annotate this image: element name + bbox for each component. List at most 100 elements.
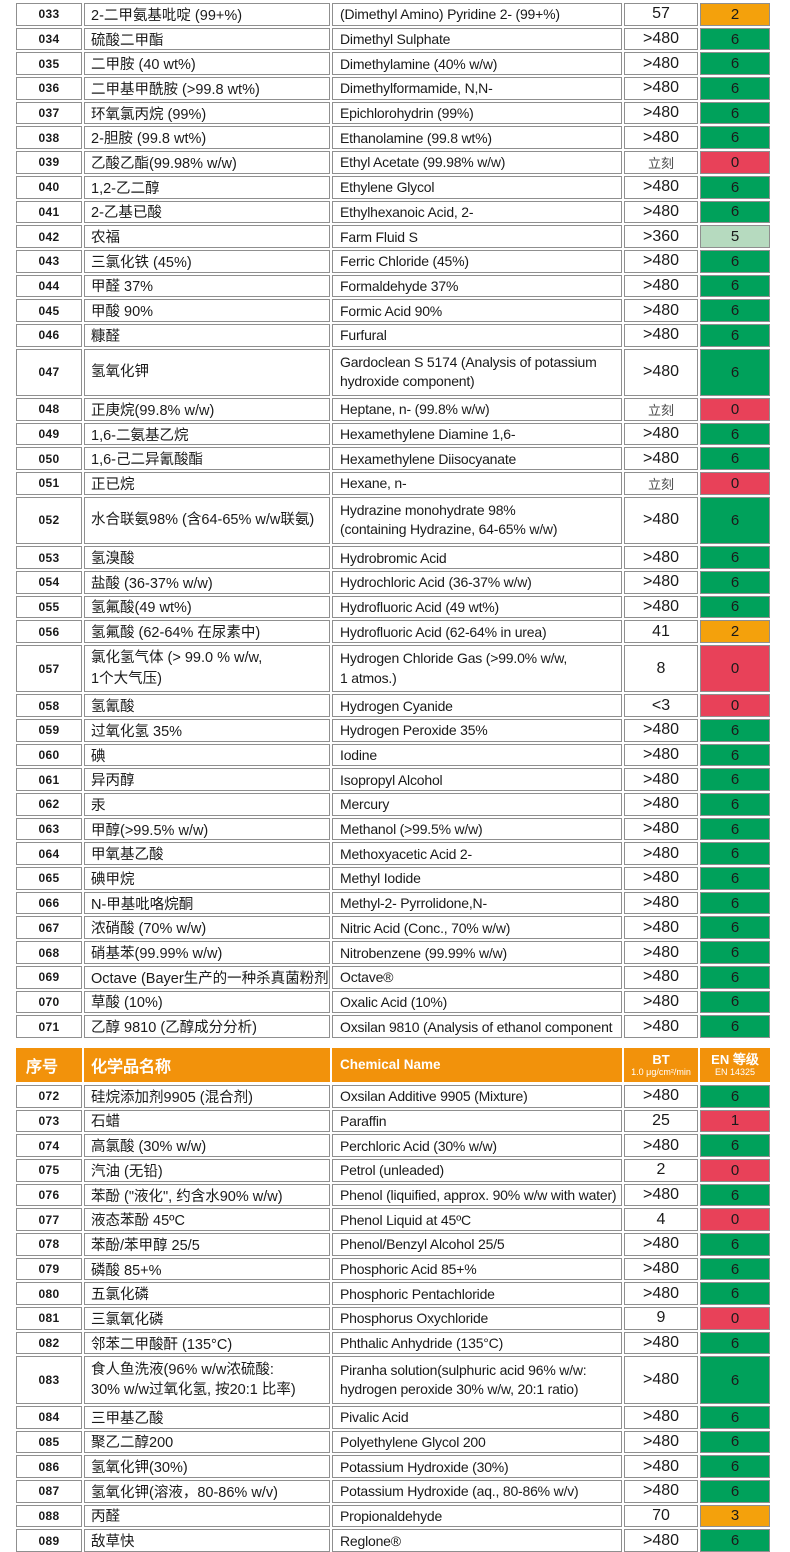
chemical-name-en: Ethylhexanoic Acid, 2- (332, 200, 622, 224)
row-number: 069 (16, 965, 82, 989)
breakthrough-time: >480 (624, 1084, 698, 1108)
chemical-name-cn: 乙醇 9810 (乙醇成分分析) (84, 1015, 330, 1038)
row-number: 063 (16, 817, 82, 841)
en-rating-badge: 6 (700, 916, 770, 940)
en-rating-badge: 6 (700, 126, 770, 150)
table-row: 049 1,6-二氨基乙烷 Hexamethylene Diamine 1,6- >4… (16, 422, 770, 446)
header-chinese-name-col: 化学品名称 (84, 1047, 330, 1082)
chemical-name-cn: 五氯化磷 (84, 1282, 330, 1306)
chemical-name-en: Hydrofluoric Acid (62-64% in urea) (332, 620, 622, 643)
chemical-name-en: Ethylene Glycol (332, 175, 622, 199)
chemical-name-en: Phthalic Anhydride (135°C) (332, 1331, 622, 1355)
chemical-name-en: Formic Acid 90% (332, 299, 622, 322)
chemical-name-cn: 二甲基甲酰胺 (>99.8 wt%) (84, 77, 330, 100)
table-row: 034 硫酸二甲酯 Dimethyl Sulphate >480 6 (16, 27, 770, 51)
breakthrough-time: >480 (624, 793, 698, 816)
breakthrough-time: >480 (624, 718, 698, 742)
table-row: 051 正已烷 Hexane, n- 立刻 0 (16, 472, 770, 495)
breakthrough-time: >480 (624, 990, 698, 1014)
en-rating-badge: 6 (700, 1430, 770, 1454)
chemical-name-en: Methanol (>99.5% w/w) (332, 817, 622, 841)
breakthrough-time: >480 (624, 274, 698, 298)
breakthrough-time: 57 (624, 3, 698, 26)
chemical-name-cn: 甲氧基乙酸 (84, 842, 330, 866)
table-row: 054 盐酸 (36-37% w/w) Hydrochloric Acid (36-… (16, 570, 770, 594)
table-row: 086 氢氧化钾(30%) Potassium Hydroxide (30%) >48… (16, 1455, 770, 1478)
en-rating-badge: 6 (700, 52, 770, 76)
chemical-name-cn: N-甲基吡咯烷酮 (84, 891, 330, 915)
chemical-name-en: Piranha solution(sulphuric acid 96% w/w:… (332, 1356, 622, 1404)
chemical-name-en: Phenol Liquid at 45ºC (332, 1208, 622, 1232)
row-number: 050 (16, 447, 82, 471)
chemical-name-en: Hexane, n- (332, 472, 622, 495)
table-row: 071 乙醇 9810 (乙醇成分分析) Oxsilan 9810 (Analysi… (16, 1015, 770, 1038)
en-rating-badge: 6 (700, 323, 770, 347)
chemical-name-cn: 正已烷 (84, 472, 330, 495)
chemical-name-cn: 聚乙二醇200 (84, 1430, 330, 1454)
table-row: 058 氢氰酸 Hydrogen Cyanide <3 0 (16, 694, 770, 717)
en-rating-badge: 6 (700, 768, 770, 792)
row-number: 068 (16, 941, 82, 964)
row-number: 040 (16, 175, 82, 199)
header-en-rating-title: EN 等级 (711, 1051, 759, 1067)
row-number: 071 (16, 1015, 82, 1038)
chemical-name-cn: 盐酸 (36-37% w/w) (84, 570, 330, 594)
breakthrough-time: >480 (624, 817, 698, 841)
en-rating-badge: 6 (700, 200, 770, 224)
breakthrough-time: >480 (624, 200, 698, 224)
chemical-name-en: Hydrogen Cyanide (332, 694, 622, 717)
chemical-name-en: Mercury (332, 793, 622, 816)
chemical-name-cn: 环氧氯丙烷 (99%) (84, 101, 330, 125)
breakthrough-time: >480 (624, 1282, 698, 1306)
breakthrough-time: <3 (624, 694, 698, 717)
row-number: 084 (16, 1405, 82, 1429)
chemical-name-cn: 磷酸 85+% (84, 1257, 330, 1281)
row-number: 049 (16, 422, 82, 446)
row-number: 036 (16, 77, 82, 100)
breakthrough-time: >480 (624, 1405, 698, 1429)
breakthrough-time: >480 (624, 323, 698, 347)
breakthrough-time: >480 (624, 496, 698, 545)
chemical-name-cn: 过氧化氢 35% (84, 718, 330, 742)
breakthrough-time: >480 (624, 348, 698, 397)
table-row: 039 乙酸乙酯(99.98% w/w) Ethyl Acetate (99.98%… (16, 151, 770, 174)
header-en-rating-col: EN 等级 EN 14325 (700, 1047, 770, 1082)
chemical-name-en: Oxsilan 9810 (Analysis of ethanol compon… (332, 1015, 622, 1038)
chemical-name-en: Gardoclean S 5174 (Analysis of potassium… (332, 348, 622, 397)
breakthrough-time: >480 (624, 1331, 698, 1355)
breakthrough-time: >480 (624, 27, 698, 51)
breakthrough-time: >480 (624, 175, 698, 199)
header-chemical-name-col: Chemical Name (332, 1047, 622, 1082)
table-row: 069 Octave (Bayer生产的一种杀真菌粉剂) Octave® >480 6 (16, 965, 770, 989)
en-rating-badge: 6 (700, 743, 770, 767)
row-number: 080 (16, 1282, 82, 1306)
en-rating-badge: 6 (700, 1233, 770, 1256)
chemical-name-cn: 敌草快 (84, 1529, 330, 1552)
breakthrough-time: >480 (624, 546, 698, 569)
table-row: 033 2-二甲氨基吡啶 (99+%) (Dimethyl Amino) Pyrid… (16, 3, 770, 26)
chemical-name-en: Ferric Chloride (45%) (332, 249, 622, 273)
breakthrough-time: 70 (624, 1504, 698, 1528)
row-number: 065 (16, 867, 82, 890)
row-number: 087 (16, 1479, 82, 1503)
chemical-name-cn: 1,6-己二异氰酸酯 (84, 447, 330, 471)
chemical-name-cn: 草酸 (10%) (84, 990, 330, 1014)
en-rating-badge: 6 (700, 1479, 770, 1503)
chemical-name-en: Oxalic Acid (10%) (332, 990, 622, 1014)
chemical-name-en: Hexamethylene Diamine 1,6- (332, 422, 622, 446)
chemical-name-en: Phenol/Benzyl Alcohol 25/5 (332, 1233, 622, 1256)
row-number: 033 (16, 3, 82, 26)
chemical-name-cn: 氯化氢气体 (> 99.0 % w/w, 1个大气压) (84, 644, 330, 693)
chemical-name-en: Petrol (unleaded) (332, 1158, 622, 1182)
en-rating-badge: 6 (700, 1356, 770, 1404)
row-number: 037 (16, 101, 82, 125)
table-row: 060 碘 Iodine >480 6 (16, 743, 770, 767)
table-row: 042 农福 Farm Fluid S >360 5 (16, 225, 770, 248)
en-rating-badge: 6 (700, 249, 770, 273)
en-rating-badge: 6 (700, 1084, 770, 1108)
chemical-name-cn: 石蜡 (84, 1109, 330, 1133)
chemical-name-cn: 三氯化铁 (45%) (84, 249, 330, 273)
breakthrough-time: >480 (624, 447, 698, 471)
chemical-name-cn: 甲醛 37% (84, 274, 330, 298)
chemical-name-cn: 硝基苯(99.99% w/w) (84, 941, 330, 964)
